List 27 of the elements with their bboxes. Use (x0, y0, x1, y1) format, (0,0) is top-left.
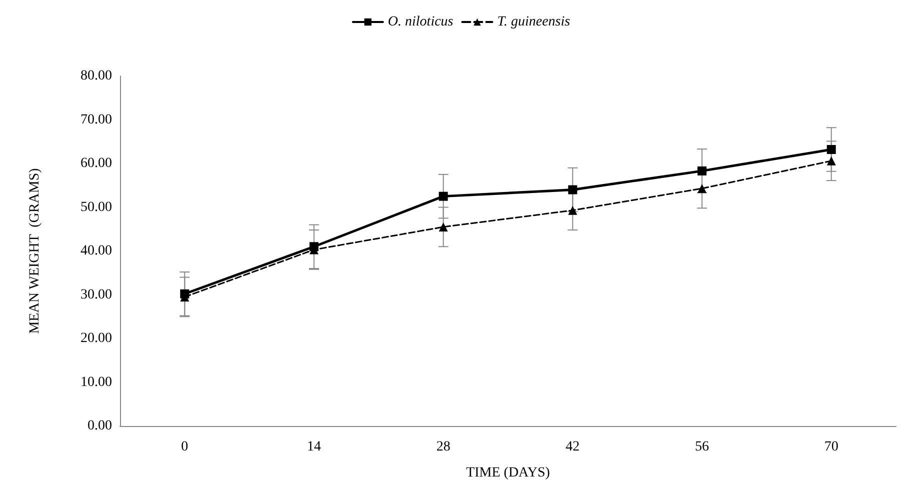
y-axis-title: MEAN WEIGHT (GRAMS) (28, 168, 42, 334)
x-tick-label: 0 (181, 440, 188, 454)
point (826, 145, 836, 154)
y-tick-label: 60.00 (80, 156, 112, 171)
legend-label: O. niloticus (388, 14, 454, 30)
x-tick-label: 14 (307, 440, 321, 454)
x-tick-label: 42 (566, 440, 580, 454)
x-tick-label: 28 (436, 440, 450, 454)
y-tick-label: 70.00 (80, 112, 112, 128)
y-tick-label: 10.00 (80, 374, 112, 390)
y-tick-label: 80.00 (80, 68, 112, 84)
point (698, 166, 706, 176)
point (698, 184, 706, 193)
x-tick-label: 56 (695, 440, 709, 454)
legend-label: T. guineensis (497, 14, 571, 30)
y-tick-label: 30.00 (80, 287, 112, 302)
y-tick-label: 50.00 (80, 200, 112, 215)
y-tick-label: 40.00 (80, 244, 112, 258)
point (826, 156, 836, 166)
y-tick-label: 20.00 (80, 331, 112, 346)
x-axis-title: TIME (DAYS) (466, 466, 550, 480)
y-tick-label: 0.00 (88, 418, 112, 434)
point (568, 206, 578, 215)
x-tick-label: 70 (824, 440, 838, 454)
point (438, 192, 448, 201)
point (568, 185, 578, 194)
point (438, 222, 448, 232)
